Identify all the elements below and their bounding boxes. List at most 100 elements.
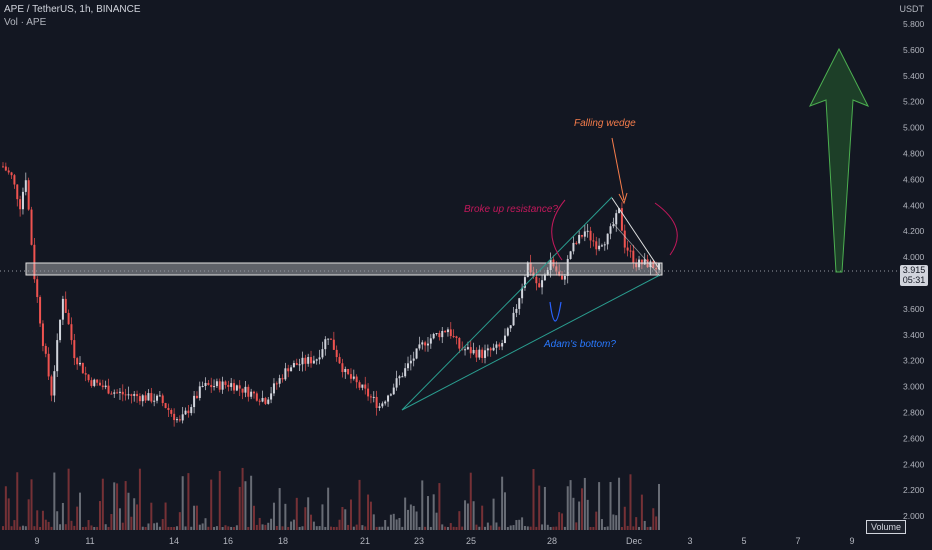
volume-bar	[352, 526, 355, 530]
price-tick-label: 2.600	[903, 433, 925, 443]
candle-body	[230, 383, 233, 387]
price-tick-label: 2.400	[903, 459, 925, 469]
volume-bar	[198, 524, 201, 530]
candle-body	[16, 184, 19, 200]
volume-bar	[230, 526, 233, 530]
candle-body	[549, 259, 552, 271]
time-tick-label: 23	[414, 536, 424, 546]
time-tick-label: Dec	[626, 536, 643, 546]
candle-body	[250, 391, 253, 397]
volume-bar	[635, 517, 638, 530]
candle-body	[213, 386, 216, 388]
volume-bar	[64, 524, 67, 530]
volume-bar	[161, 519, 164, 530]
volume-bar	[158, 526, 161, 530]
candle-body	[407, 363, 410, 369]
candle-body	[566, 258, 569, 276]
volume-bar	[578, 501, 581, 530]
candle-body	[441, 331, 444, 338]
candle-body	[495, 344, 498, 348]
bullish-arrow-icon	[808, 47, 870, 273]
candle-body	[395, 378, 398, 388]
volume-bar	[412, 505, 415, 530]
candle-body	[175, 419, 178, 421]
volume-bar	[464, 500, 467, 530]
volume-bar	[7, 498, 10, 530]
candle-body	[195, 395, 198, 398]
volume-bar	[332, 526, 335, 530]
candle-body	[161, 395, 164, 404]
candle-body	[589, 230, 592, 241]
volume-bar	[620, 526, 623, 530]
volume-bar	[652, 508, 655, 530]
volume-bar	[367, 494, 370, 530]
candle-body	[278, 378, 281, 384]
volume-bar	[187, 473, 190, 530]
volume-bar	[27, 499, 30, 530]
volume-bar	[264, 524, 267, 530]
price-tick-label: 2.800	[903, 408, 925, 418]
candle-body	[81, 362, 84, 374]
price-tick-label: 4.600	[903, 174, 925, 184]
price-unit: USDT	[899, 4, 925, 14]
candle-body	[104, 385, 107, 388]
volume-bar	[170, 526, 173, 530]
volume-bar	[70, 520, 73, 530]
volume-bar	[181, 476, 184, 530]
volume-bar	[2, 526, 4, 530]
volume-bar	[30, 479, 33, 530]
volume-bar	[312, 521, 315, 530]
candle-body	[424, 342, 427, 346]
volume-bar	[586, 499, 589, 530]
volume-bar	[546, 524, 549, 530]
candle-body	[347, 368, 350, 375]
candle-body	[412, 358, 415, 361]
candle-body	[523, 277, 526, 288]
chart-title: APE / TetherUS, 1h, BINANCE	[4, 4, 141, 15]
volume-bar	[407, 509, 410, 530]
volume-bar	[96, 526, 99, 530]
candle-body	[415, 348, 418, 359]
volume-bar	[178, 512, 181, 530]
price-tick-label: 2.200	[903, 485, 925, 495]
volume-bar	[107, 526, 110, 530]
candle-body	[198, 386, 201, 398]
candle-body	[10, 172, 13, 176]
candle-body	[475, 349, 478, 358]
volume-bars	[2, 467, 660, 530]
candle-body	[7, 170, 10, 173]
candle-body	[446, 329, 449, 333]
candle-body	[381, 403, 384, 407]
candle-body	[609, 226, 612, 234]
volume-bar	[375, 526, 378, 530]
price-tick-label: 5.000	[903, 123, 925, 133]
candle-body	[367, 388, 370, 397]
candle-body	[492, 347, 495, 351]
candle-body	[620, 208, 623, 231]
volume-bar	[452, 526, 455, 530]
candle-body	[270, 393, 273, 400]
candle-body	[629, 250, 632, 252]
last-price-tag: 3.915 05:31	[900, 265, 928, 286]
candle-body	[506, 328, 509, 336]
candle-body	[338, 357, 341, 364]
volume-bar	[347, 524, 350, 530]
candle-body	[489, 348, 492, 351]
candle-body	[307, 357, 310, 364]
candle-body	[275, 383, 278, 385]
volume-bar	[110, 514, 113, 530]
volume-bar	[541, 524, 544, 530]
candle-body	[438, 333, 441, 338]
candle-body	[19, 199, 22, 210]
volume-bar	[210, 479, 213, 530]
candle-body	[518, 298, 521, 309]
candle-body	[207, 382, 210, 385]
volume-indicator-label[interactable]: Vol · APE	[4, 17, 47, 28]
volume-bar	[33, 526, 36, 530]
volume-bar	[261, 524, 264, 530]
volume-bar	[304, 507, 307, 530]
price-tick-label: 5.800	[903, 19, 925, 29]
candle-body	[312, 360, 315, 364]
volume-bar	[529, 526, 532, 530]
